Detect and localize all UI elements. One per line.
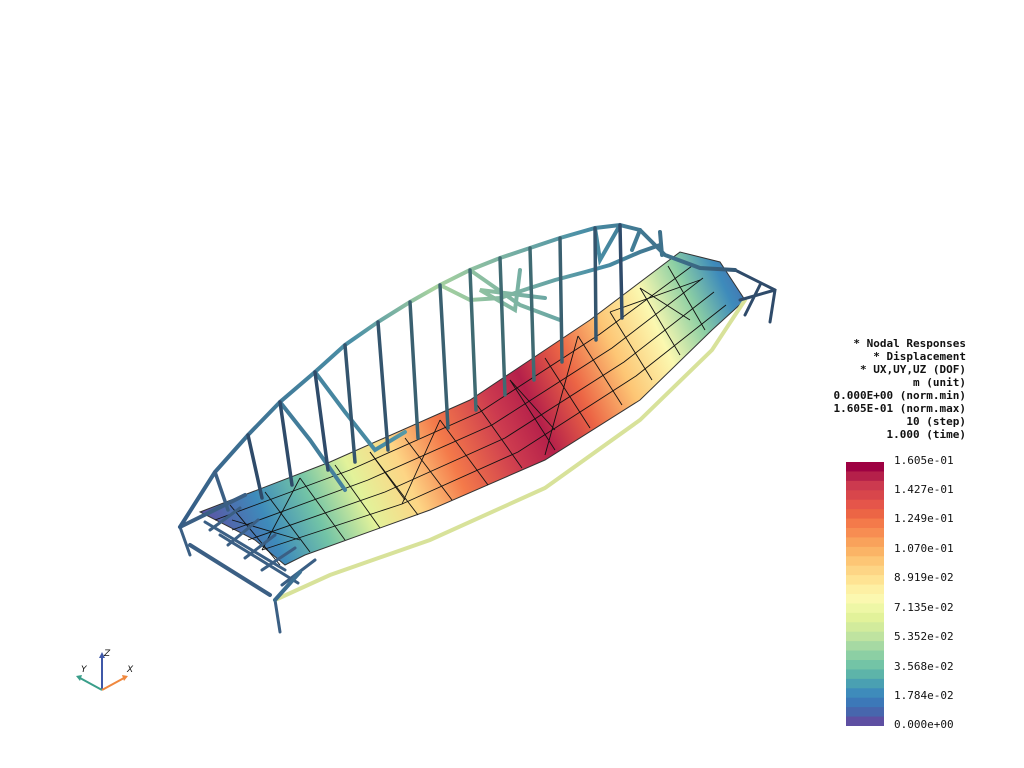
colorbar-tick-label: 0.000e+00 [894, 718, 954, 731]
colorbar-segment [846, 631, 884, 642]
colorbar-segment [846, 669, 884, 680]
colorbar-segment [846, 707, 884, 718]
colorbar-segment [846, 462, 884, 473]
colorbar-tick-label: 1.427e-01 [894, 483, 954, 496]
colorbar-tick-label: 1.249e-01 [894, 512, 954, 525]
colorbar-tick-label: 7.135e-02 [894, 601, 954, 614]
y-axis-line [79, 677, 103, 691]
colorbar-segment [846, 518, 884, 529]
y-axis-label: Y [81, 665, 88, 675]
info-line: * Displacement [873, 350, 966, 363]
color-legend-bar [846, 462, 884, 726]
colorbar-segment [846, 641, 884, 652]
colorbar-segment [846, 499, 884, 510]
x-axis-arrow [122, 675, 128, 681]
colorbar-tick-label: 5.352e-02 [894, 630, 954, 643]
info-line: 1.000 (time) [886, 428, 966, 441]
colorbar-segment [846, 565, 884, 576]
colorbar-segment [846, 480, 884, 491]
z-axis-label: Z [103, 649, 111, 659]
y-axis-arrow [76, 675, 82, 681]
info-line: 0.000E+00 (norm.min) [833, 389, 966, 402]
colorbar-segment [846, 716, 884, 726]
bridge-deck-surface [198, 251, 746, 566]
info-line: * Nodal Responses [853, 337, 966, 350]
response-info-panel: * Nodal Responses * Displacement * UX,UY… [834, 337, 966, 441]
colorbar-tick-label: 3.568e-02 [894, 660, 954, 673]
colorbar-tick-label: 8.919e-02 [894, 571, 954, 584]
z-axis-arrow [99, 652, 105, 658]
colorbar-segment [846, 594, 884, 605]
colorbar-segment [846, 509, 884, 520]
colorbar-tick-label: 1.605e-01 [894, 454, 954, 467]
info-line: m (unit) [913, 376, 966, 389]
arch-hangers [213, 223, 624, 512]
x-axis-label: X [126, 665, 134, 675]
colorbar-segment [846, 528, 884, 539]
colorbar-segment [846, 490, 884, 501]
colorbar-segment [846, 537, 884, 548]
colorbar-segment [846, 556, 884, 567]
colorbar-segment [846, 622, 884, 633]
colorbar-segment [846, 678, 884, 689]
colorbar-tick-label: 1.070e-01 [894, 542, 954, 555]
deck-mesh [214, 265, 727, 566]
colorbar-segment [846, 660, 884, 671]
deck-girder [178, 268, 777, 634]
info-line: 1.605E-01 (norm.max) [833, 402, 966, 415]
colorbar-segment [846, 471, 884, 482]
info-line: * UX,UY,UZ (DOF) [860, 363, 966, 376]
colorbar-segment [846, 546, 884, 557]
colorbar-segment [846, 650, 884, 661]
info-line: 10 (step) [906, 415, 966, 428]
colorbar-segment [846, 697, 884, 708]
orientation-axes-widget: Z Y X [76, 649, 134, 691]
colorbar-segment [846, 612, 884, 623]
colorbar-tick-label: 1.784e-02 [894, 689, 954, 702]
colorbar-segment [846, 603, 884, 614]
colorbar-segment [846, 688, 884, 699]
colorbar-segment [846, 584, 884, 595]
x-axis-line [101, 677, 125, 691]
colorbar-segment [846, 575, 884, 586]
